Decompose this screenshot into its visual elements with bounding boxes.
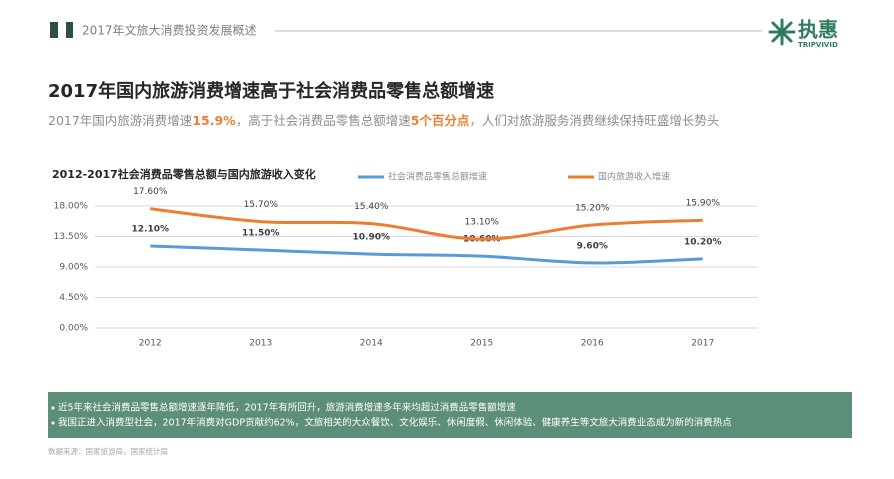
note-bullet xyxy=(51,421,55,425)
y-tick-label: 4.50% xyxy=(59,293,88,303)
subtitle-text: ，人们对旅游服务消费继续保持旺盛增长势头 xyxy=(469,113,719,128)
series-line xyxy=(150,207,703,241)
chart-title: 2012-2017社会消费品零售总额与国内旅游收入变化 xyxy=(52,167,316,181)
headline: 2017年国内旅游消费增速高于社会消费品零售总额增速 xyxy=(48,80,494,102)
data-label: 15.40% xyxy=(354,202,389,212)
y-tick-label: 13.50% xyxy=(54,232,89,242)
subtitle-highlight: 5个百分点 xyxy=(411,113,470,128)
legend-label: 国内旅游收入增速 xyxy=(598,171,670,183)
source: 数据来源：国家旅游局，国家统计局 xyxy=(48,446,168,456)
logo-icon xyxy=(768,18,796,46)
note: 近5年来社会消费品零售总额增速逐年降低，2017年有所回升，旅游消费增速多年来均… xyxy=(58,402,516,414)
x-tick-label: 2016 xyxy=(581,339,604,349)
data-label: 9.60% xyxy=(577,241,608,251)
x-tick-label: 2017 xyxy=(691,339,714,349)
data-label: 11.50% xyxy=(242,229,280,239)
y-tick-label: 18.00% xyxy=(54,202,89,212)
subtitle: 2017年国内旅游消费增速15.9%，高于社会消费品零售总额增速5个百分点，人们… xyxy=(48,113,719,128)
data-label: 17.60% xyxy=(133,187,168,197)
data-label: 12.10% xyxy=(132,224,170,234)
x-tick-label: 2012 xyxy=(139,339,162,349)
header-block xyxy=(66,22,73,38)
logo-text: 执惠 xyxy=(798,18,838,42)
data-label: 15.20% xyxy=(575,203,610,213)
note: 我国正进入消费型社会，2017年消费对GDP贡献约62%，文旅相关的大众餐饮、文… xyxy=(58,417,732,429)
subtitle-text: ，高于社会消费品零售总额增速 xyxy=(236,113,412,128)
subtitle-highlight: 15.9% xyxy=(192,113,236,128)
notes-box xyxy=(48,392,852,438)
logo-sub: TRIPVIVID xyxy=(798,41,838,49)
x-tick-label: 2014 xyxy=(360,339,383,349)
series-line xyxy=(150,244,703,265)
data-label: 10.20% xyxy=(684,237,722,247)
y-tick-label: 9.00% xyxy=(59,263,88,273)
header-block xyxy=(50,22,58,38)
data-label: 13.10% xyxy=(465,218,500,228)
note-bullet xyxy=(51,406,55,410)
header-title: 2017年文旅大消费投资发展概述 xyxy=(82,23,257,38)
y-tick-label: 0.00% xyxy=(59,324,88,334)
subtitle-text: 2017年国内旅游消费增速 xyxy=(48,113,193,128)
x-tick-label: 2015 xyxy=(470,339,493,349)
data-label: 15.90% xyxy=(686,199,721,209)
data-label: 15.70% xyxy=(244,200,279,210)
x-tick-label: 2013 xyxy=(249,339,272,349)
data-label: 10.90% xyxy=(353,233,391,243)
legend-label: 社会消费品零售总额增速 xyxy=(388,171,487,183)
